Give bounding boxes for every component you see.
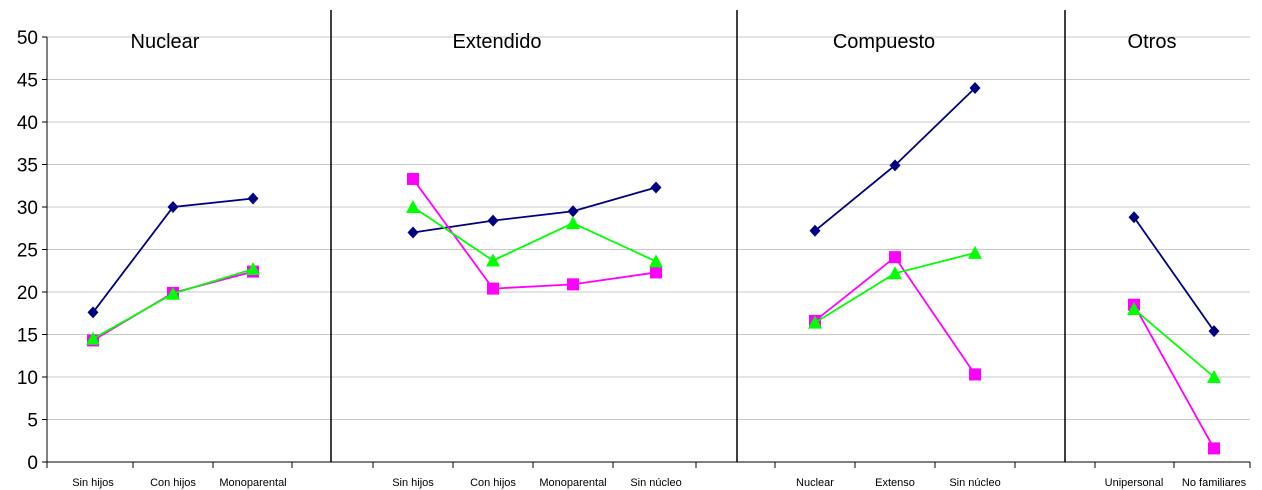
x-tick-label-1-1: Con hijos bbox=[470, 477, 516, 489]
series-0-point-1-1 bbox=[487, 214, 499, 227]
x-axis-ticks: Sin hijos Con hijos Monoparental Sin hijos C… bbox=[46, 462, 1251, 489]
series-0-line-group-1 bbox=[412, 186, 657, 234]
series-2-point-0-2 bbox=[246, 262, 260, 276]
y-tick-label-50: 50 bbox=[17, 28, 38, 49]
group-titles: Nuclear Extendido Compuesto Otros bbox=[131, 31, 1177, 53]
x-tick-label-1-0: Sin hijos bbox=[392, 477, 434, 489]
series-2-point-1-2 bbox=[566, 216, 580, 230]
y-tick-label-30: 30 bbox=[17, 198, 38, 219]
series-0-point-1-3 bbox=[650, 181, 662, 194]
series-0-point-2-0 bbox=[809, 224, 821, 237]
series-1-point-1-0 bbox=[407, 172, 419, 185]
group-title-2: Compuesto bbox=[833, 31, 935, 53]
series-0-point-3-1 bbox=[1208, 325, 1220, 338]
series-0-point-2-2 bbox=[969, 82, 981, 94]
y-tick-label-25: 25 bbox=[17, 241, 38, 262]
series-0-line-group-3 bbox=[1133, 216, 1215, 332]
series-1-point-1-1 bbox=[487, 282, 499, 295]
x-tick-label-1-3: Sin núcleo bbox=[630, 477, 681, 489]
series-2-line-group-3 bbox=[1133, 308, 1215, 378]
series-2-point-2-2 bbox=[968, 245, 982, 259]
series-2-point-0-0 bbox=[86, 331, 100, 345]
series-2-point-3-0 bbox=[1127, 302, 1141, 315]
y-tick-label-10: 10 bbox=[17, 368, 38, 389]
x-tick-label-1-2: Monoparental bbox=[539, 477, 606, 489]
series-0-point-0-2 bbox=[247, 192, 259, 205]
series-1-point-2-2 bbox=[969, 368, 981, 381]
series-1-line-group-3 bbox=[1133, 304, 1215, 449]
x-tick-label-3-0: Unipersonal bbox=[1105, 477, 1164, 489]
y-tick-label-20: 20 bbox=[17, 283, 38, 304]
axes bbox=[46, 10, 1250, 463]
x-tick-label-0-2: Monoparental bbox=[219, 477, 286, 489]
series-1-point-2-1 bbox=[889, 251, 901, 264]
y-tick-label-15: 15 bbox=[17, 326, 38, 347]
series-1-point-3-1 bbox=[1208, 442, 1220, 455]
series-0-point-0-0 bbox=[87, 306, 99, 319]
y-tick-label-35: 35 bbox=[17, 156, 38, 177]
series-0-point-0-1 bbox=[167, 201, 179, 213]
y-tick-label-45: 45 bbox=[17, 71, 38, 92]
series-1-line-group-1 bbox=[412, 178, 657, 290]
series-0-point-3-0 bbox=[1128, 211, 1140, 224]
group-title-3: Otros bbox=[1128, 31, 1177, 53]
series-1-point-1-2 bbox=[567, 278, 579, 291]
series-2-point-0-1 bbox=[166, 286, 180, 300]
series-1-point-1-3 bbox=[650, 266, 662, 279]
x-tick-label-2-2: Sin núcleo bbox=[949, 477, 1000, 489]
series-lines bbox=[86, 82, 1221, 455]
series-2-point-2-1 bbox=[888, 266, 902, 280]
y-tick-label-40: 40 bbox=[17, 113, 38, 134]
group-title-1: Extendido bbox=[453, 31, 542, 53]
y-tick-label-0: 0 bbox=[27, 453, 38, 474]
x-tick-label-3-1: No familiares bbox=[1182, 477, 1247, 489]
series-0-point-1-2 bbox=[567, 205, 579, 218]
group-title-0: Nuclear bbox=[131, 31, 200, 53]
series-2-point-1-3 bbox=[649, 254, 663, 268]
x-tick-label-0-0: Sin hijos bbox=[72, 477, 114, 489]
series-2-point-1-1 bbox=[486, 253, 500, 267]
series-2-line-group-1 bbox=[412, 206, 657, 263]
series-2-point-2-0 bbox=[808, 315, 822, 329]
x-tick-label-2-0: Nuclear bbox=[796, 477, 834, 489]
series-0-point-2-1 bbox=[889, 159, 901, 172]
x-tick-label-0-1: Con hijos bbox=[150, 477, 196, 489]
gridlines bbox=[47, 36, 1250, 420]
series-2-point-3-1 bbox=[1207, 370, 1221, 383]
series-0-point-1-0 bbox=[407, 226, 419, 239]
series-2-point-1-0 bbox=[406, 200, 420, 213]
y-tick-label-5: 5 bbox=[27, 411, 38, 432]
series-2-line-group-2 bbox=[814, 252, 976, 324]
y-axis-ticks: 0 5 10 15 20 25 30 35 40 45 50 bbox=[17, 28, 47, 474]
x-tick-label-2-1: Extenso bbox=[875, 477, 915, 489]
